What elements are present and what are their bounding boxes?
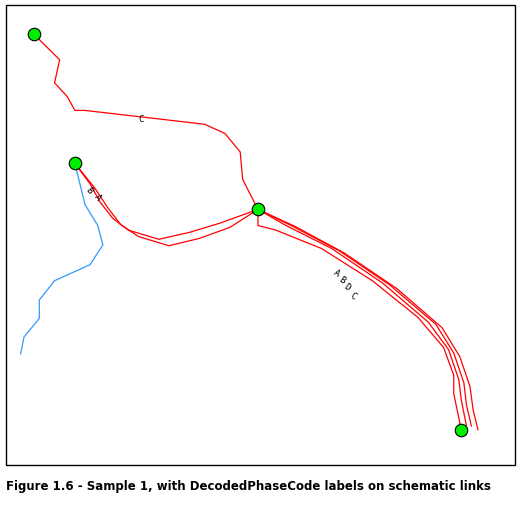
- Text: A: A: [93, 193, 103, 203]
- Text: D: D: [342, 282, 352, 293]
- Text: B: B: [84, 186, 94, 196]
- Text: A: A: [332, 269, 341, 279]
- Text: B: B: [337, 275, 346, 286]
- Text: C: C: [349, 291, 358, 301]
- Text: Figure 1.6 - Sample 1, with DecodedPhaseCode labels on schematic links: Figure 1.6 - Sample 1, with DecodedPhase…: [6, 480, 491, 493]
- Text: C: C: [138, 115, 144, 124]
